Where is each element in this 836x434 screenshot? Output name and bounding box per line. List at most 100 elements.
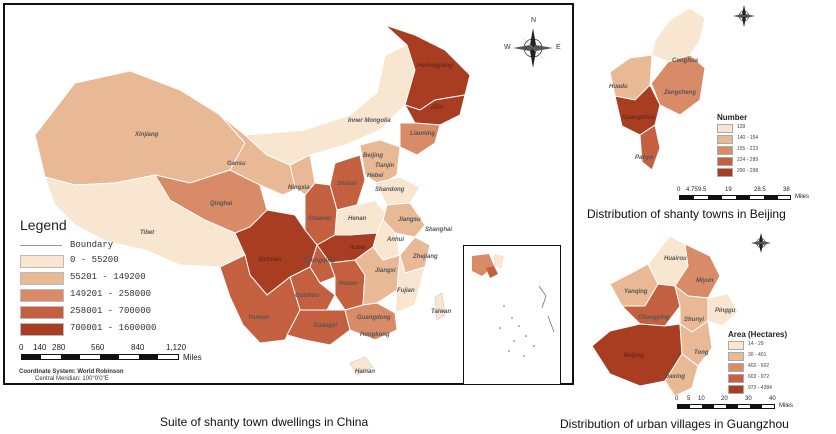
- label-shunyi: Shunyi: [684, 317, 705, 323]
- label-huadu: Huadu: [609, 84, 628, 90]
- legend-label: 55201 - 149200: [70, 272, 146, 282]
- legend-swatch: [20, 255, 64, 268]
- legend-label: 149201 - 258000: [70, 289, 152, 299]
- label-guangzhou: Guangzhou: [622, 115, 655, 121]
- label-sichuan: Sichuan: [258, 257, 282, 263]
- region-yunnan: [219, 254, 301, 344]
- south-china-sea-inset: [463, 245, 561, 385]
- china-map-frame: Heilongjiang Jilin Inner Mongolia Liaoni…: [3, 3, 574, 385]
- region-shandong: [374, 176, 421, 206]
- label-tibet: Tibet: [140, 230, 155, 236]
- label-hebei: Hebei: [367, 173, 384, 179]
- label-qinghai: Qinghai: [210, 201, 233, 207]
- label-heilongjiang: Heilongjiang: [417, 63, 453, 69]
- china-map-svg: [34, 24, 471, 376]
- scale-tick: 840: [131, 343, 145, 352]
- guangzhou-legend: 14 - 29 30 - 401 402 - 602 603 - 972 973…: [728, 341, 808, 401]
- guangzhou-scale-bar: 0 5 10 20 30 40 Miles: [675, 396, 794, 409]
- label-ningxia: Ningxia: [288, 185, 310, 191]
- label-xinjiang: Xinjiang: [135, 132, 159, 138]
- label-beijing: Beijing: [363, 153, 384, 159]
- region-liaoning: [399, 122, 441, 156]
- scale-tick: 280: [52, 343, 66, 352]
- label-zengcheng: Zengcheng: [664, 90, 697, 96]
- beijing-legend: 139 140 - 154 155 - 223 224 - 289 290 - …: [717, 124, 797, 184]
- label-tong: Tong: [694, 350, 709, 356]
- label-anhui: Anhui: [387, 237, 404, 243]
- china-map-caption: Suite of shanty town dwellings in China: [160, 415, 369, 429]
- label-yanqing: Yanqing: [624, 289, 648, 295]
- label-panyu: Panyu: [635, 155, 654, 161]
- label-shanxi: Shanxi: [337, 181, 357, 187]
- label-shaanxi: Shaanxi: [308, 216, 332, 222]
- scale-tick: 140: [33, 343, 47, 352]
- label-shandong: Shandong: [375, 187, 405, 193]
- legend-swatch: [20, 289, 64, 302]
- beijing-map: Conghua Huadu Zengcheng Guangzhou Panyu …: [580, 0, 836, 205]
- beijing-legend-title: Number: [717, 113, 748, 122]
- label-henan: Henan: [348, 216, 367, 222]
- label-yunnan: Yunnan: [248, 315, 270, 321]
- central-meridian: Central Meridian: 100°0'0"E: [35, 376, 109, 382]
- region-guangxi: [286, 309, 351, 346]
- legend-label: 700001 - 1600000: [70, 323, 157, 333]
- label-guizhou: Guizhou: [295, 293, 319, 299]
- compass-rose-icon: [751, 233, 771, 253]
- compass-n: N: [531, 17, 537, 24]
- label-beijing-district: Beijing: [624, 353, 645, 359]
- label-conghua: Conghua: [672, 58, 698, 64]
- legend-label: 0 - 55200: [70, 255, 119, 265]
- scale-tick: 560: [91, 343, 105, 352]
- inset-map-svg: [472, 254, 555, 357]
- label-hainan: Hainan: [355, 369, 376, 375]
- legend-title: Legend: [20, 217, 67, 233]
- label-shanghai: Shanghai: [425, 227, 453, 233]
- boundary-label: Boundary: [70, 240, 114, 250]
- label-zhejiang: Zhejiang: [413, 254, 438, 260]
- guangzhou-map: Huairou Miyun Yanqing Pinggu Changping S…: [580, 226, 836, 416]
- region-guangdong: [344, 302, 398, 341]
- label-changping: Changping: [638, 315, 670, 321]
- scale-tick: 0: [19, 343, 24, 352]
- label-inner-mongolia: Inner Mongolia: [348, 118, 391, 124]
- compass-rose-icon: [733, 5, 755, 27]
- label-liaoning: Liaoning: [410, 131, 435, 137]
- label-gansu: Gansu: [227, 161, 246, 167]
- region-hainan: [349, 356, 374, 376]
- label-chongqing: Chongqing: [303, 258, 335, 264]
- guangzhou-map-svg: [591, 235, 739, 397]
- label-pinggu: Pinggu: [715, 308, 736, 314]
- boundary-legend: Boundary: [20, 240, 140, 252]
- beijing-map-svg: [609, 7, 706, 171]
- scale-bar: 0 140 280 560 840 1,120 Miles: [19, 343, 219, 371]
- compass-rose-icon: [513, 28, 553, 68]
- label-guangxi: Guangxi: [313, 323, 338, 329]
- label-jiangxi: Jiangxi: [375, 268, 396, 274]
- china-legend: 0 - 55200 55201 - 149200 149201 - 258000…: [20, 255, 180, 339]
- coord-system: Coordinate System: World Robinson: [19, 369, 124, 375]
- scale-unit: Miles: [183, 353, 202, 362]
- region-hebei: [359, 139, 401, 186]
- compass-w: W: [504, 44, 511, 51]
- beijing-scale-bar: 0 4.75 9.5 19 28.5 38 Miles: [677, 187, 810, 200]
- region-xinjiang: [34, 70, 246, 186]
- guangzhou-caption: Distribution of urban villages in Guangz…: [560, 417, 789, 431]
- label-guangdong: Guangdong: [357, 315, 391, 321]
- label-jilin: Jilin: [431, 105, 444, 111]
- label-jiangsu: Jiangsu: [398, 217, 421, 223]
- label-daxing: Daxing: [665, 374, 686, 380]
- label-taiwan: Taiwan: [431, 309, 452, 315]
- label-miyun: Miyun: [696, 278, 714, 284]
- legend-label: 258001 - 700000: [70, 306, 152, 316]
- label-hunan: Hunan: [339, 281, 358, 287]
- legend-swatch: [20, 272, 64, 285]
- label-huairou: Huairou: [664, 256, 687, 262]
- beijing-caption: Distribution of shanty towns in Beijing: [587, 207, 786, 221]
- label-hubei: Hubei: [349, 245, 366, 251]
- legend-swatch: [20, 323, 64, 336]
- region-taiwan: [434, 292, 446, 321]
- label-fujian: Fujian: [397, 288, 415, 294]
- legend-swatch: [20, 306, 64, 319]
- compass-e: E: [556, 44, 561, 51]
- scale-tick: 1,120: [166, 343, 187, 352]
